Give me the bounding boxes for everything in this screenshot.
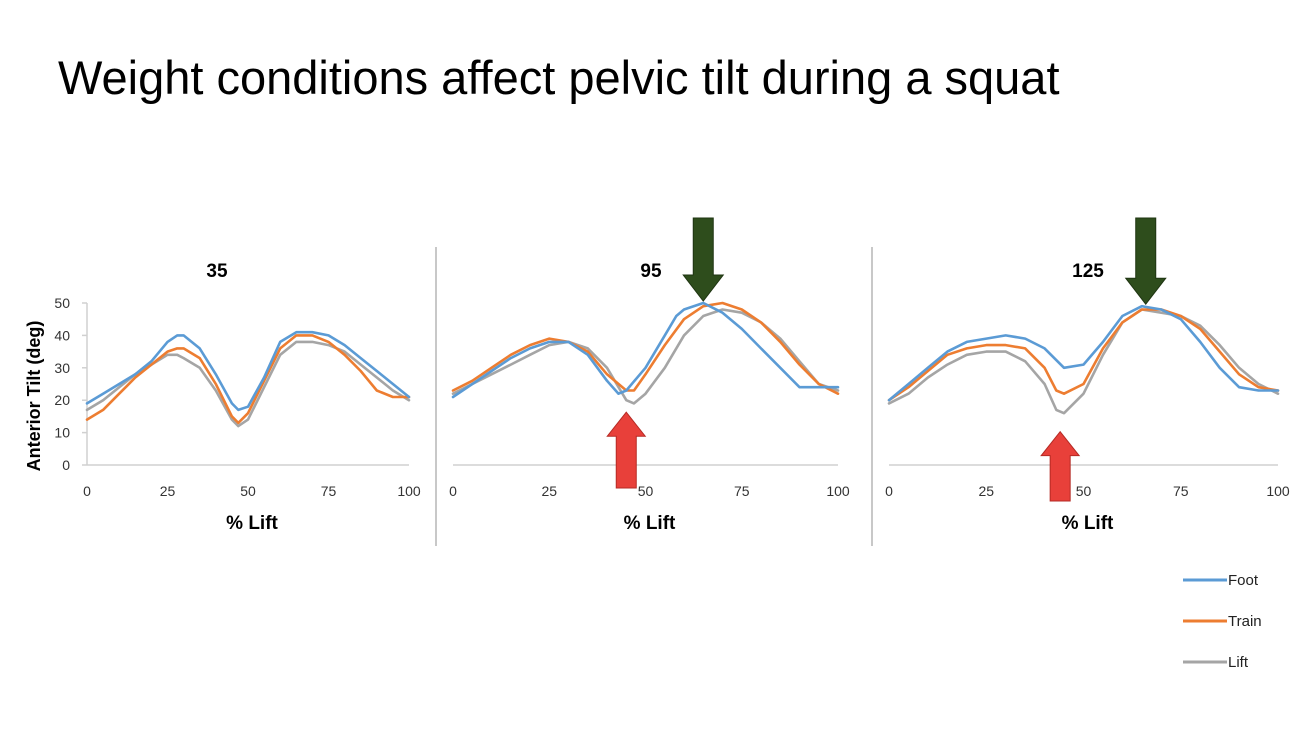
x-tick-label: 75 [1173, 483, 1189, 499]
down-arrow-annotation [682, 217, 725, 302]
x-tick-label: 75 [734, 483, 750, 499]
legend-label-lift: Lift [1228, 654, 1249, 671]
y-tick-label: 50 [54, 295, 70, 311]
x-tick-label: 0 [83, 483, 91, 499]
y-tick-label: 10 [54, 425, 70, 441]
x-tick-label: 50 [240, 483, 256, 499]
x-tick-label: 100 [397, 483, 421, 499]
up-arrow-annotation [1040, 430, 1081, 502]
chart-title: 95 [640, 261, 662, 282]
chart-panel-95: 95 0 25 50 75 100 % Lift [449, 217, 850, 534]
series-line-foot [451, 301, 840, 399]
chart-panel-35: 35 0 10 20 30 40 50 0 25 50 75 100 % Lift Anterior Ti… [24, 261, 421, 534]
series-line-train [451, 301, 840, 395]
slide-title: Weight conditions affect pelvic tilt dur… [58, 51, 1060, 104]
y-axis-label: Anterior Tilt (deg) [24, 321, 44, 472]
series-line-foot [887, 304, 1280, 402]
x-tick-label: 0 [449, 483, 457, 499]
y-tick-label: 40 [54, 327, 70, 343]
down-arrow-annotation [1124, 217, 1167, 306]
series-line-lift [451, 308, 840, 405]
y-tick-label: 0 [62, 457, 70, 473]
legend: Foot Train Lift [1183, 572, 1262, 671]
x-tick-label: 50 [638, 483, 654, 499]
x-axis-label: % Lift [624, 513, 676, 534]
chart-title: 35 [206, 261, 228, 282]
x-tick-label: 50 [1076, 483, 1092, 499]
series-line-lift [887, 308, 1280, 415]
x-axis-label: % Lift [226, 513, 278, 534]
x-tick-label: 75 [321, 483, 337, 499]
x-tick-label: 25 [541, 483, 557, 499]
y-tick-label: 20 [54, 392, 70, 408]
series-line-train [85, 334, 411, 425]
legend-label-train: Train [1228, 613, 1262, 630]
series-line-foot [85, 330, 411, 412]
up-arrow-annotation [606, 411, 647, 489]
y-tick-label: 30 [54, 360, 70, 376]
chart-panel-125: 125 0 25 50 75 100 % Lift [885, 217, 1290, 534]
x-tick-label: 25 [160, 483, 176, 499]
legend-label-foot: Foot [1228, 572, 1259, 589]
x-axis-label: % Lift [1062, 513, 1114, 534]
x-tick-label: 100 [826, 483, 850, 499]
series-line-train [887, 308, 1280, 402]
x-tick-label: 25 [978, 483, 994, 499]
x-tick-label: 0 [885, 483, 893, 499]
chart-title: 125 [1072, 261, 1104, 282]
x-tick-label: 100 [1266, 483, 1290, 499]
